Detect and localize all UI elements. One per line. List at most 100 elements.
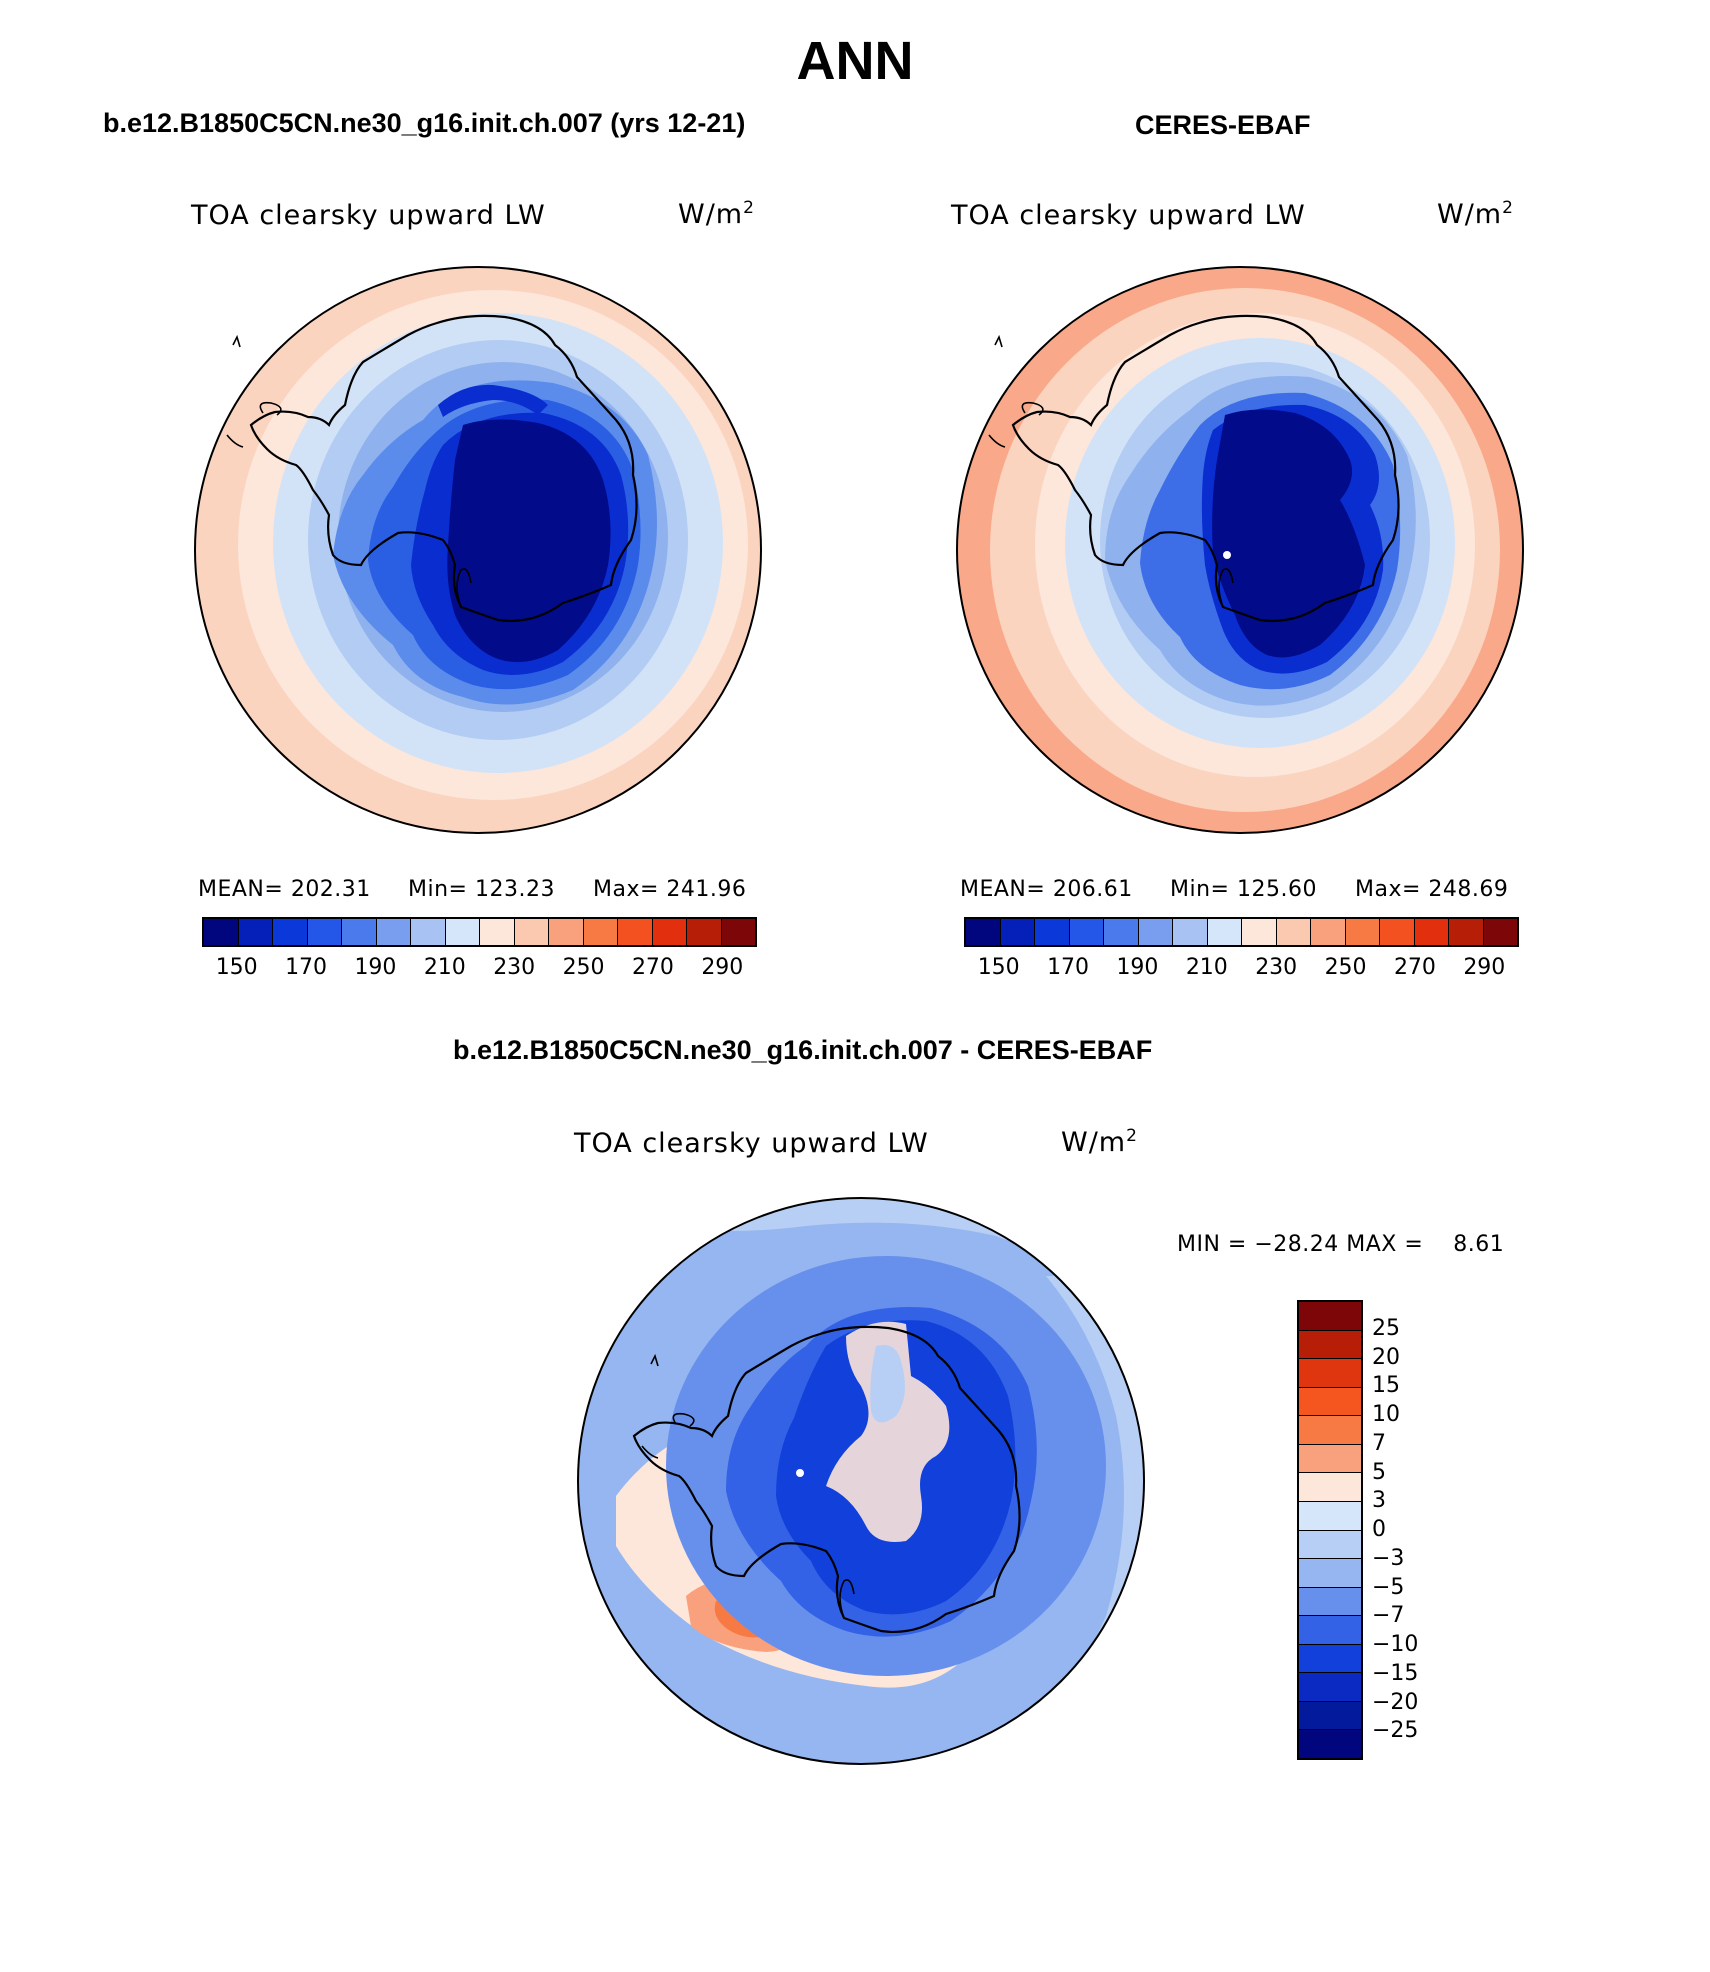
colorbar-swatch xyxy=(204,919,239,945)
panel1-colorbar-ticks: 150 170 190 210 230 250 270 290 xyxy=(202,955,757,983)
panel1-coastline xyxy=(249,314,638,622)
diff-coastline xyxy=(632,1325,1021,1633)
colorbar-tick-label: 3 xyxy=(1372,1488,1386,1514)
colorbar-tick-label: 250 xyxy=(562,955,605,980)
panel2-pole-missing-point xyxy=(1223,551,1231,559)
colorbar-tick-label: 5 xyxy=(1372,1459,1386,1485)
colorbar-tick-label: 290 xyxy=(701,955,744,980)
colorbar-tick-label: −15 xyxy=(1372,1660,1419,1686)
colorbar-swatch xyxy=(1299,1673,1361,1702)
colorbar-swatch xyxy=(1299,1701,1361,1731)
colorbar-tick-label: 150 xyxy=(215,955,258,980)
panel1-polar-map xyxy=(194,266,762,834)
colorbar-swatch xyxy=(1380,919,1415,945)
panel1-variable-title: TOA clearsky upward LW xyxy=(191,200,546,231)
panel2-peninsula-islands xyxy=(988,334,1044,448)
panel2-contour-ring xyxy=(1212,409,1365,658)
panel1-ross-ice-shelf xyxy=(456,568,472,608)
colorbar-swatch xyxy=(480,919,515,945)
panel1-units: W/m2 xyxy=(678,198,755,230)
colorbar-swatch xyxy=(1299,1359,1361,1388)
colorbar-swatch xyxy=(1138,919,1173,945)
colorbar-swatch xyxy=(1242,919,1277,945)
panel2-map-border xyxy=(956,266,1524,834)
colorbar-tick-label: 10 xyxy=(1372,1402,1400,1427)
colorbar-tick-label: 150 xyxy=(977,955,1020,980)
colorbar-swatch xyxy=(1299,1302,1361,1331)
panel2-polar-map xyxy=(956,266,1524,834)
colorbar-swatch xyxy=(1311,919,1346,945)
colorbar-swatch xyxy=(1104,919,1139,945)
diff-units: W/m2 xyxy=(1061,1126,1138,1158)
colorbar-swatch xyxy=(966,919,1001,945)
colorbar-swatch xyxy=(1299,1530,1361,1560)
diff-colorbar-ticks: 25 20 15 10 7 5 3 0 −3 −5 −7 −10 −15 −20 −25 xyxy=(1372,1300,1462,1760)
colorbar-swatch xyxy=(618,919,653,945)
colorbar-swatch xyxy=(1299,1501,1361,1531)
colorbar-tick-label: −3 xyxy=(1372,1545,1405,1571)
obs-case-header: CERES-EBAF xyxy=(1135,110,1311,140)
colorbar-tick-label: 25 xyxy=(1372,1315,1400,1341)
diff-polar-map xyxy=(577,1197,1145,1765)
colorbar-swatch xyxy=(1276,919,1311,945)
colorbar-swatch xyxy=(1299,1559,1361,1588)
colorbar-tick-label: −10 xyxy=(1372,1632,1419,1657)
colorbar-swatch xyxy=(1299,1587,1361,1617)
panel1-max: Max= 241.96 xyxy=(593,877,747,902)
diff-ross-ice-shelf xyxy=(839,1579,855,1619)
diff-pole-missing-point xyxy=(796,1469,804,1477)
panel2-units: W/m2 xyxy=(1437,198,1514,230)
colorbar-swatch xyxy=(1414,919,1449,945)
panel1-min: Min= 123.23 xyxy=(408,877,555,902)
colorbar-swatch xyxy=(1483,919,1517,945)
colorbar-swatch xyxy=(445,919,480,945)
colorbar-tick-label: 290 xyxy=(1463,955,1506,980)
colorbar-swatch xyxy=(411,919,446,945)
colorbar-swatch xyxy=(342,919,377,945)
colorbar-swatch xyxy=(1345,919,1380,945)
colorbar-swatch xyxy=(273,919,308,945)
colorbar-swatch xyxy=(687,919,722,945)
colorbar-swatch xyxy=(238,919,273,945)
panel1-map-border xyxy=(194,266,762,834)
colorbar-tick-label: −25 xyxy=(1372,1718,1419,1744)
difference-header: b.e12.B1850C5CN.ne30_g16.init.ch.007 - C… xyxy=(453,1035,1153,1065)
colorbar-tick-label: −5 xyxy=(1372,1574,1405,1600)
colorbar-swatch xyxy=(1173,919,1208,945)
colorbar-tick-label: 270 xyxy=(1393,955,1436,980)
colorbar-swatch xyxy=(376,919,411,945)
colorbar-tick-label: 210 xyxy=(423,955,466,980)
colorbar-tick-label: 190 xyxy=(1116,955,1159,980)
colorbar-swatch xyxy=(549,919,584,945)
colorbar-swatch xyxy=(1449,919,1484,945)
panel2-max: Max= 248.69 xyxy=(1355,877,1509,902)
colorbar-tick-label: 270 xyxy=(631,955,674,980)
panel1-peninsula-islands xyxy=(226,334,282,448)
colorbar-swatch xyxy=(1299,1387,1361,1417)
season-title: ANN xyxy=(796,31,914,91)
colorbar-swatch xyxy=(583,919,618,945)
diff-variable-title: TOA clearsky upward LW xyxy=(574,1128,929,1159)
colorbar-tick-label: 15 xyxy=(1372,1373,1400,1399)
panel1-colorbar xyxy=(202,917,757,947)
colorbar-swatch xyxy=(1207,919,1242,945)
colorbar-swatch xyxy=(1069,919,1104,945)
colorbar-tick-label: 7 xyxy=(1372,1430,1386,1456)
colorbar-tick-label: 230 xyxy=(493,955,536,980)
colorbar-swatch xyxy=(1035,919,1070,945)
colorbar-tick-label: −7 xyxy=(1372,1603,1405,1629)
diff-peninsula-islands xyxy=(641,1353,695,1459)
colorbar-tick-label: 0 xyxy=(1372,1517,1386,1542)
panel2-variable-title: TOA clearsky upward LW xyxy=(951,200,1306,231)
panel1-east-antarctica-plateau xyxy=(438,384,548,417)
panel2-colorbar-ticks: 150 170 190 210 230 250 270 290 xyxy=(964,955,1519,983)
diff-map-border xyxy=(577,1197,1145,1765)
colorbar-swatch xyxy=(1000,919,1035,945)
diff-min-max: MIN = −28.24 MAX = 8.61 xyxy=(1177,1232,1505,1257)
panel1-mean: MEAN= 202.31 xyxy=(198,877,371,902)
colorbar-swatch xyxy=(1299,1616,1361,1645)
colorbar-swatch xyxy=(721,919,755,945)
colorbar-tick-label: 210 xyxy=(1185,955,1228,980)
colorbar-tick-label: 230 xyxy=(1255,955,1298,980)
colorbar-swatch xyxy=(1299,1330,1361,1360)
